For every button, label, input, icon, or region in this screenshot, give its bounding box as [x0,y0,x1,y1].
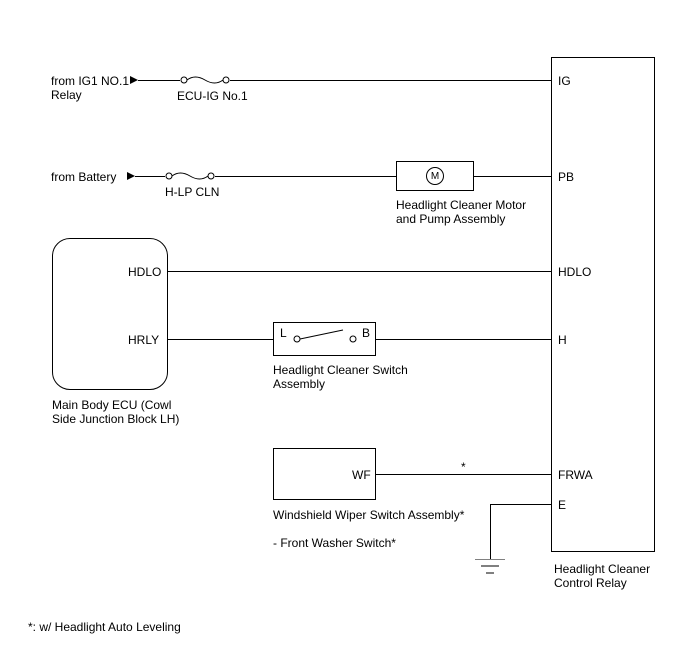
front-washer-label: - Front Washer Switch* [273,536,396,550]
pin-frwa: FRWA [558,468,593,482]
arrow-ig1 [130,76,138,84]
pin-e: E [558,498,566,512]
ground-icon [475,559,505,579]
pin-wf: WF [352,468,371,482]
pin-hdlo-left: HDLO [128,265,161,279]
motor-box: M [396,161,474,191]
pin-hdlo-right: HDLO [558,265,591,279]
wiper-switch-label: Windshield Wiper Switch Assembly* [273,508,464,522]
wire-pb-b [215,176,396,177]
wiring-diagram: Headlight Cleaner Control Relay from IG1… [0,0,690,659]
wire-h-a [168,339,273,340]
wire-pb-a [135,176,165,177]
footnote-label: *: w/ Headlight Auto Leveling [28,620,181,634]
wire-ig1-b [230,80,551,81]
cleaner-switch-label: Headlight Cleaner Switch Assembly [273,363,408,391]
motor-icon: M [426,167,444,185]
arrow-battery [127,172,135,180]
pin-b: B [362,326,370,340]
source-battery-label: from Battery [51,170,116,184]
motor-label: Headlight Cleaner Motor and Pump Assembl… [396,198,526,226]
source-ig1-label: from IG1 NO.1 Relay [51,74,129,102]
control-relay-label: Headlight Cleaner Control Relay [554,562,650,590]
wire-frwa [376,474,551,475]
switch-icon [293,329,357,345]
pin-hrly: HRLY [128,333,159,347]
asterisk-frwa: * [461,460,466,474]
fuse-ecu-ig-label: ECU-IG No.1 [177,89,248,103]
wire-e-h [490,504,551,505]
fuse-ecu-ig [180,73,230,87]
ecu-box [52,238,168,390]
wire-h-b [376,339,551,340]
wire-e-v [490,504,491,559]
wire-ig1-a [138,80,180,81]
motor-m: M [431,171,439,182]
wire-hdlo [168,271,551,272]
fuse-hlp-cln [165,169,215,183]
wire-pb-c [474,176,551,177]
pin-l: L [280,326,287,340]
pin-pb: PB [558,170,574,184]
fuse-hlp-cln-label: H-LP CLN [165,185,219,199]
pin-ig: IG [558,74,571,88]
ecu-label: Main Body ECU (Cowl Side Junction Block … [52,398,179,426]
pin-h: H [558,333,567,347]
